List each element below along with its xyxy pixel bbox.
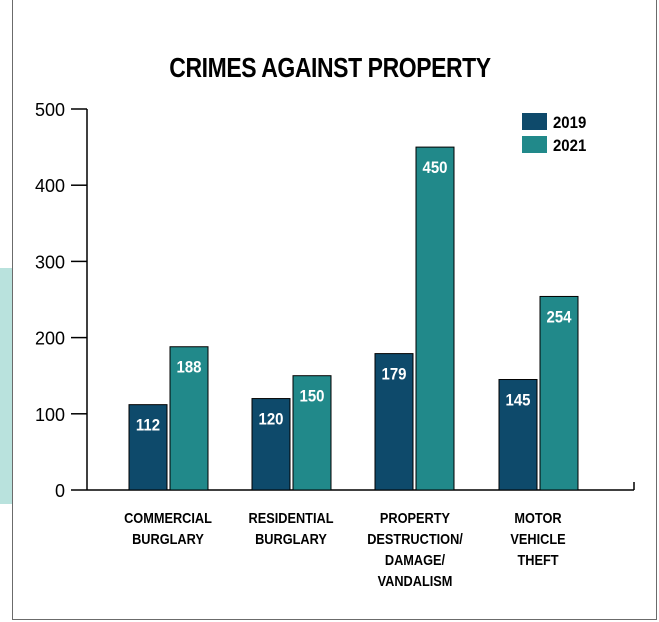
- bar-value-label-2021-1: 150: [300, 388, 325, 406]
- chart-title: CRIMES AGAINST PROPERTY: [169, 52, 491, 83]
- y-tick-label-100: 100: [35, 405, 65, 425]
- y-tick-label-300: 300: [35, 252, 65, 272]
- legend-label-2019: 2019: [553, 114, 586, 132]
- bar-value-label-2019-3: 145: [506, 392, 531, 410]
- bar-value-label-2019-1: 120: [259, 411, 284, 429]
- bar-2019-3: [498, 379, 538, 491]
- left-accent-strip: [0, 268, 12, 504]
- bar-value-label-2021-3: 254: [547, 309, 572, 327]
- bar-2021-0: [169, 346, 209, 491]
- bar-2019-1: [251, 398, 291, 491]
- y-tick-label-200: 200: [35, 329, 65, 349]
- legend-label-2021: 2021: [553, 137, 586, 155]
- bar-2021-1: [292, 375, 332, 491]
- bar-value-label-2021-0: 188: [177, 359, 202, 377]
- bar-value-label-2021-2: 450: [423, 159, 448, 177]
- bar-2021-2: [415, 146, 455, 491]
- category-label-1: RESIDENTIAL BURGLARY: [248, 510, 334, 548]
- category-label-2: PROPERTY DESTRUCTION/ DAMAGE/ VANDALISM: [367, 510, 463, 590]
- bar-2019-0: [128, 404, 168, 491]
- y-tick-label-500: 500: [35, 100, 65, 120]
- legend-swatch-2019: [522, 113, 547, 130]
- bar-value-label-2019-2: 179: [382, 366, 407, 384]
- legend-swatch-2021: [522, 136, 547, 153]
- y-tick-label-400: 400: [35, 176, 65, 196]
- bar-2019-2: [374, 353, 414, 491]
- category-label-0: COMMERCIAL BURGLARY: [124, 510, 212, 548]
- bar-2021-3: [539, 295, 579, 491]
- category-label-3: MOTOR VEHICLE THEFT: [510, 510, 566, 569]
- bar-value-label-2019-0: 112: [136, 417, 160, 435]
- y-tick-label-0: 0: [55, 481, 65, 501]
